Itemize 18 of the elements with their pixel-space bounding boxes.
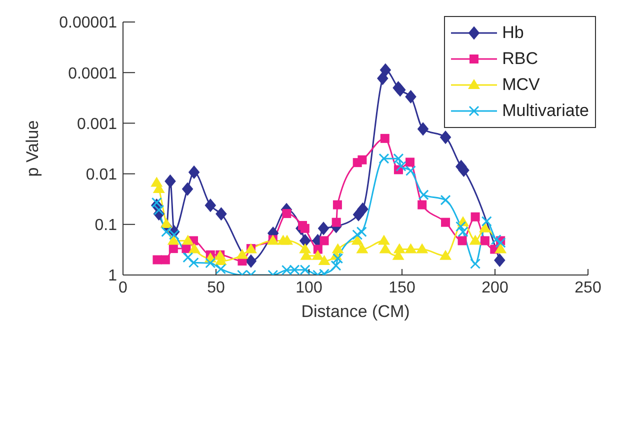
y-tick-label: 0.00001 (59, 14, 118, 32)
legend-label: MCV (502, 75, 540, 95)
legend-label: Multivariate (502, 101, 589, 121)
y-tick-label: 0.0001 (68, 65, 118, 82)
y-tick-label: 1 (108, 268, 118, 285)
x-tick-label: 50 (207, 279, 225, 296)
x-axis-title: Distance (CM) (301, 302, 410, 321)
x-tick-label: 250 (574, 279, 602, 296)
legend-label: RBC (502, 49, 538, 69)
x-tick-label: 100 (296, 279, 322, 296)
x-tick-label: 200 (482, 279, 508, 296)
legend-label: Hb (502, 23, 524, 43)
x-tick-label: 150 (388, 279, 416, 296)
y-axis-title: p Value (23, 120, 42, 177)
y-tick-label: 0.001 (76, 116, 118, 133)
y-tick-label: 0.01 (86, 166, 118, 184)
y-tick-label: 0.1 (94, 217, 118, 234)
x-tick-label: 0 (118, 279, 128, 296)
